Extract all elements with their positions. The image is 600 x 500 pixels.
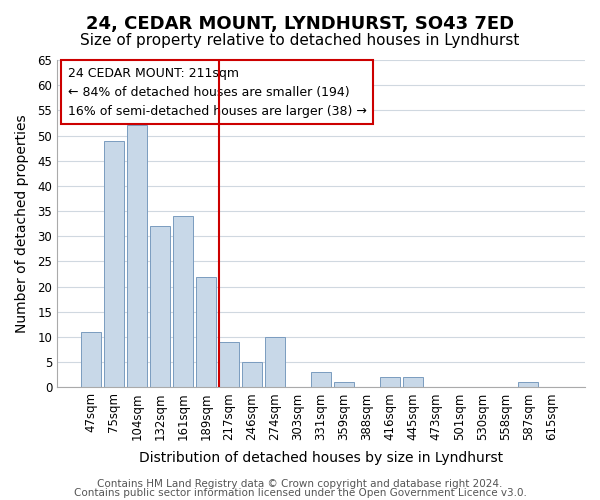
Bar: [403, 378, 423, 388]
Bar: [81, 332, 101, 388]
Text: 24 CEDAR MOUNT: 211sqm
← 84% of detached houses are smaller (194)
16% of semi-de: 24 CEDAR MOUNT: 211sqm ← 84% of detached…: [68, 66, 367, 118]
Bar: [380, 378, 400, 388]
Bar: [104, 140, 124, 388]
Bar: [150, 226, 170, 388]
Bar: [518, 382, 538, 388]
Text: Size of property relative to detached houses in Lyndhurst: Size of property relative to detached ho…: [80, 32, 520, 48]
Bar: [127, 126, 146, 388]
Y-axis label: Number of detached properties: Number of detached properties: [15, 114, 29, 333]
X-axis label: Distribution of detached houses by size in Lyndhurst: Distribution of detached houses by size …: [139, 451, 503, 465]
Bar: [196, 276, 216, 388]
Bar: [311, 372, 331, 388]
Bar: [242, 362, 262, 388]
Bar: [219, 342, 239, 388]
Text: Contains HM Land Registry data © Crown copyright and database right 2024.: Contains HM Land Registry data © Crown c…: [97, 479, 503, 489]
Bar: [334, 382, 354, 388]
Bar: [173, 216, 193, 388]
Bar: [265, 337, 285, 388]
Text: 24, CEDAR MOUNT, LYNDHURST, SO43 7ED: 24, CEDAR MOUNT, LYNDHURST, SO43 7ED: [86, 15, 514, 33]
Text: Contains public sector information licensed under the Open Government Licence v3: Contains public sector information licen…: [74, 488, 526, 498]
